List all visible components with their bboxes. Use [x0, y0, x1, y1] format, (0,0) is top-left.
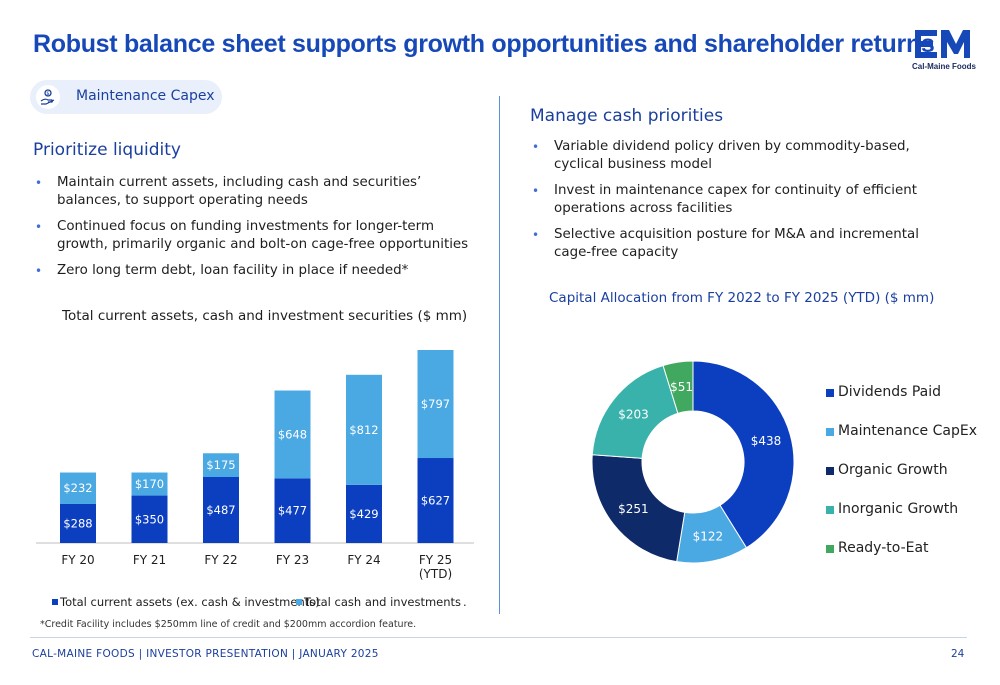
logo-text: Cal-Maine Foods: [912, 62, 977, 71]
data-label: $429: [349, 507, 378, 521]
column-divider: [499, 96, 500, 614]
x-tick-label: FY 21: [133, 553, 166, 567]
legend-swatch: [826, 467, 834, 475]
data-label: $487: [206, 503, 235, 517]
section-pill: $ Maintenance Capex: [30, 80, 222, 114]
legend-swatch: [826, 506, 834, 514]
list-item: Selective acquisition posture for M&A an…: [530, 226, 960, 262]
x-tick-label: FY 22: [204, 553, 237, 567]
bar-segment: [203, 476, 239, 543]
company-logo: Cal-Maine Foods: [912, 28, 977, 72]
legend-label: Dividends Paid: [838, 384, 942, 400]
x-tick-label: FY 23: [276, 553, 309, 567]
x-tick-label: FY 25: [419, 553, 452, 567]
slice-label: $438: [751, 434, 782, 448]
page-number: 24: [951, 648, 965, 660]
data-label: $648: [278, 427, 307, 441]
legend-swatch: [296, 599, 302, 605]
data-label: $797: [421, 397, 450, 411]
slice-label: $251: [618, 502, 649, 516]
section-pill-label: Maintenance Capex: [76, 88, 215, 104]
legend-item: Maintenance CapEx: [826, 423, 977, 449]
stacked-bar-chart: $288 $232 FY 20 $350 $170 FY 21 $487 $175 FY 22 $…: [36, 350, 474, 609]
legend-label: Organic Growth: [838, 462, 948, 478]
donut-chart: $438 $122 $251 $203 $51: [591, 360, 795, 564]
legend-swatch: [826, 545, 834, 553]
donut-slice: [591, 454, 686, 563]
slice-label: $203: [618, 408, 649, 422]
data-label: $350: [135, 512, 164, 526]
list-item: Zero long term debt, loan facility in pl…: [33, 262, 473, 280]
legend-label: Inorganic Growth: [838, 501, 959, 517]
data-label: $812: [349, 423, 378, 437]
donut-chart-title: Capital Allocation from FY 2022 to FY 20…: [549, 290, 935, 306]
legend-label: Total current assets (ex. cash & investm…: [59, 595, 320, 609]
bar-segment: [131, 472, 168, 496]
legend-item: Inorganic Growth: [826, 501, 977, 527]
slice-label: $122: [693, 530, 724, 544]
bar-segment: [60, 503, 96, 543]
x-tick-label: FY 20: [61, 553, 94, 567]
legend-trailing-mark: .: [463, 595, 467, 609]
bar-segment: [346, 484, 382, 543]
legend-item: Organic Growth: [826, 462, 977, 488]
data-label: $627: [421, 494, 450, 508]
bar-segment: [417, 458, 454, 543]
data-label: $232: [63, 481, 92, 495]
logo-mark-icon: [915, 30, 970, 58]
slice-label: $51: [670, 380, 693, 394]
list-item: Variable dividend policy driven by commo…: [530, 138, 960, 174]
bar-chart-title: Total current assets, cash and investmen…: [62, 308, 468, 324]
bar-segment: [346, 374, 382, 485]
svg-text:$: $: [46, 91, 49, 97]
hand-coins-icon: $: [36, 85, 60, 109]
list-item: Continued focus on funding investments f…: [33, 218, 473, 254]
donut-legend: Dividends Paid Maintenance CapEx Organic G…: [826, 384, 977, 579]
bar-segment: [274, 478, 311, 543]
bar-segment: [274, 390, 311, 479]
legend-label: Total cash and investments: [303, 595, 461, 609]
data-label: $170: [135, 477, 164, 491]
bar-segment: [131, 495, 168, 543]
bar-segment: [203, 453, 239, 477]
donut-slice: [692, 360, 795, 549]
x-tick-label: (YTD): [419, 567, 452, 581]
right-heading: Manage cash priorities: [530, 106, 724, 126]
legend-swatch: [52, 599, 58, 605]
bar-segment: [417, 350, 454, 459]
footnote: *Credit Facility includes $250mm line of…: [40, 619, 417, 630]
legend-label: Ready-to-Eat: [838, 540, 929, 556]
legend-swatch: [826, 428, 834, 436]
legend-swatch: [826, 389, 834, 397]
bar-segment: [60, 472, 96, 504]
left-bullet-list: Maintain current assets, including cash …: [33, 174, 473, 288]
legend-item: Dividends Paid: [826, 384, 977, 410]
left-heading: Prioritize liquidity: [33, 140, 181, 160]
x-tick-label: FY 24: [347, 553, 380, 567]
data-label: $288: [63, 516, 92, 530]
list-item: Invest in maintenance capex for continui…: [530, 182, 960, 218]
legend-item: Ready-to-Eat: [826, 540, 977, 566]
list-item: Maintain current assets, including cash …: [33, 174, 473, 210]
page-title: Robust balance sheet supports growth opp…: [33, 30, 935, 58]
data-label: $477: [278, 504, 307, 518]
footer-text: CAL-MAINE FOODS | INVESTOR PRESENTATION …: [32, 648, 379, 660]
donut-slice: [662, 360, 694, 414]
data-label: $175: [206, 458, 235, 472]
legend-label: Maintenance CapEx: [838, 423, 977, 439]
right-bullet-list: Variable dividend policy driven by commo…: [530, 138, 960, 270]
footer-divider: [30, 637, 967, 638]
